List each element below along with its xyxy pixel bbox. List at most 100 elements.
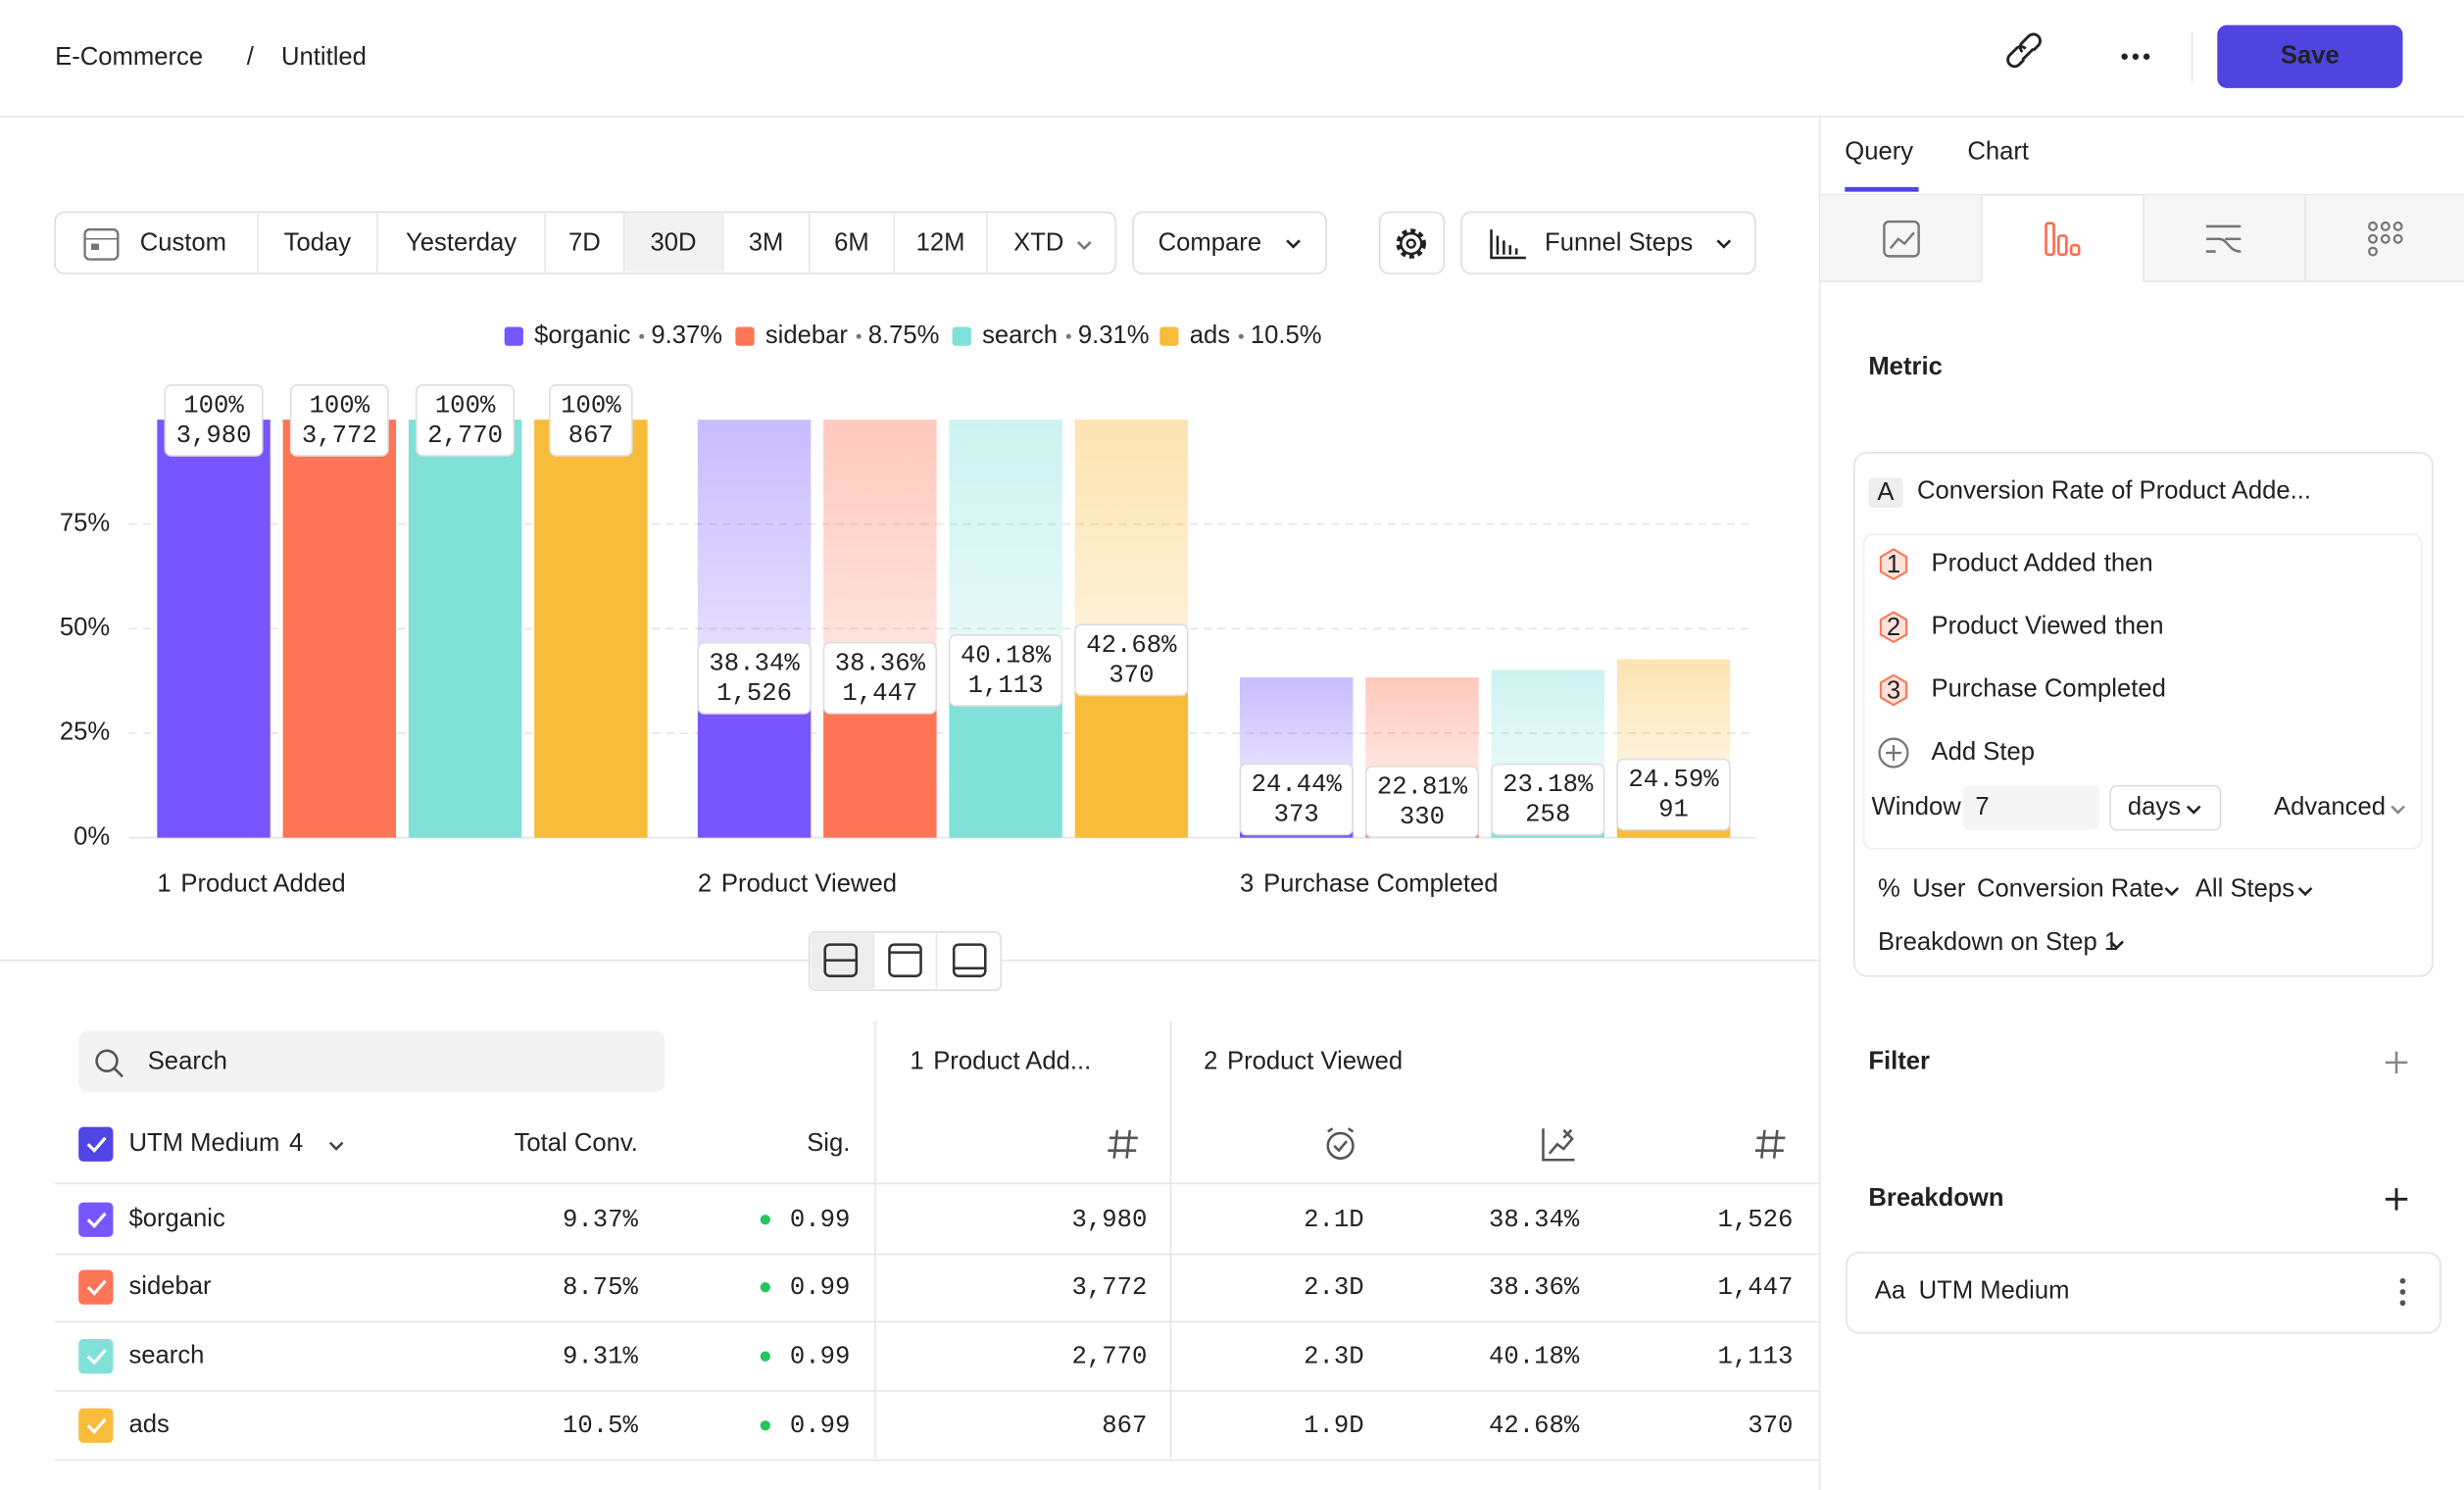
- count-label: 1,113: [968, 671, 1044, 700]
- advanced-toggle[interactable]: Advanced: [2274, 793, 2386, 820]
- window-unit: days: [2128, 793, 2181, 820]
- select-all-checkbox[interactable]: [78, 1127, 113, 1162]
- cell-conversion: 40.18%: [1489, 1342, 1580, 1370]
- count-label: 258: [1525, 801, 1570, 829]
- bar: [534, 420, 647, 837]
- row-checkbox[interactable]: [78, 1339, 113, 1373]
- row-label: sidebar: [128, 1272, 212, 1300]
- column-header: Product Viewed: [1227, 1048, 1403, 1075]
- count-label: 3,980: [176, 422, 252, 450]
- time-icon: [1328, 1128, 1354, 1150]
- cell-significance: 0.99: [790, 1273, 851, 1302]
- cell-time: 2.3D: [1304, 1273, 1364, 1302]
- view-tab[interactable]: [2144, 195, 2464, 281]
- time-icon: [1328, 1133, 1354, 1159]
- more-icon-dot[interactable]: [2133, 54, 2139, 60]
- more-icon-dot[interactable]: [2144, 54, 2149, 60]
- cell-conversion: 42.68%: [1489, 1412, 1580, 1440]
- step-badge-number: 2: [1887, 614, 1900, 641]
- kebab-icon-dot[interactable]: [2400, 1289, 2406, 1295]
- significance-dot: [761, 1420, 770, 1430]
- step-number: 1: [157, 869, 171, 897]
- cell-total-conversion: 8.75%: [563, 1273, 639, 1302]
- date-range-option[interactable]: Today: [284, 228, 352, 256]
- breadcrumb-item[interactable]: E-Commerce: [55, 43, 203, 71]
- row-label: search: [128, 1341, 204, 1368]
- date-range-option[interactable]: 30D: [650, 228, 696, 256]
- step-badge-number: 1: [1887, 551, 1900, 578]
- row-checkbox[interactable]: [78, 1203, 113, 1237]
- date-range-option[interactable]: Yesterday: [406, 228, 517, 256]
- add-breakdown-icon[interactable]: [2386, 1188, 2407, 1210]
- gear-icon: [1401, 233, 1421, 254]
- tab-active[interactable]: Query: [1845, 137, 1913, 165]
- conversion-icon: [1543, 1128, 1574, 1160]
- more-icon-dot[interactable]: [2121, 54, 2127, 60]
- row-label: $organic: [128, 1205, 225, 1232]
- step-name[interactable]: Product Viewed: [1931, 613, 2106, 640]
- link-icon[interactable]: [2008, 34, 2041, 67]
- cell-count: 3,772: [1071, 1273, 1147, 1302]
- add-step-label[interactable]: Add Step: [1931, 738, 2034, 766]
- legend-swatch: [505, 327, 523, 346]
- bar: [283, 420, 396, 837]
- row-checkbox[interactable]: [78, 1409, 113, 1443]
- measure-type[interactable]: Conversion Rate: [1977, 874, 2164, 902]
- cell-time: 2.3D: [1304, 1342, 1364, 1370]
- date-range-option[interactable]: 3M: [749, 228, 784, 256]
- value-label: 22.81%: [1377, 773, 1468, 802]
- compare-label: Compare: [1158, 228, 1261, 256]
- search-placeholder: Search: [148, 1048, 227, 1075]
- funnels-icon: [2071, 245, 2079, 255]
- cell-conversion: 38.36%: [1489, 1273, 1580, 1302]
- count-label: 91: [1658, 796, 1689, 824]
- legend-value: 10.5%: [1251, 322, 1322, 349]
- section-title: Metric: [1868, 353, 1943, 380]
- y-tick-label: 25%: [60, 719, 110, 746]
- date-range-option[interactable]: Custom: [140, 228, 226, 256]
- cell-total-conversion: 9.31%: [563, 1342, 639, 1370]
- step-suffix: then: [2104, 549, 2153, 576]
- date-range-option[interactable]: 12M: [916, 228, 965, 256]
- tab-underline: [1845, 187, 1918, 192]
- row-checkbox[interactable]: [78, 1270, 113, 1305]
- cell-time: 2.1D: [1304, 1206, 1364, 1234]
- legend-value: 9.31%: [1078, 322, 1150, 349]
- breakdown-step[interactable]: Breakdown on Step 1: [1878, 928, 2118, 956]
- date-range-option[interactable]: 7D: [568, 228, 601, 256]
- formula-letter: A: [1877, 478, 1895, 506]
- significance-dot: [761, 1352, 770, 1362]
- legend-value: 9.37%: [651, 322, 722, 349]
- breadcrumb-separator: /: [247, 43, 255, 71]
- y-tick-label: 0%: [74, 822, 110, 850]
- step-name[interactable]: Purchase Completed: [1931, 675, 2165, 703]
- breakdown-property: UTM Medium: [1919, 1277, 2070, 1305]
- kebab-icon-dot[interactable]: [2400, 1300, 2406, 1306]
- count-label: 373: [1274, 800, 1319, 828]
- significance-dot: [761, 1282, 770, 1292]
- legend-swatch: [953, 327, 971, 346]
- add-filter-icon[interactable]: [2386, 1052, 2407, 1073]
- breadcrumb-item: Untitled: [281, 43, 367, 71]
- legend-separator-dot: [1239, 334, 1244, 339]
- legend-swatch: [735, 327, 754, 346]
- formula-label[interactable]: Conversion Rate of Product Adde...: [1917, 477, 2311, 505]
- count-label: 370: [1109, 661, 1154, 689]
- cell-count: 1,113: [1717, 1342, 1793, 1370]
- calendar-icon-day: [91, 244, 99, 250]
- property-type-icon: Aa: [1875, 1277, 1906, 1305]
- funnels-icon: [2046, 224, 2054, 255]
- date-range-option[interactable]: XTD: [1013, 228, 1063, 256]
- measure-steps[interactable]: All Steps: [2195, 874, 2294, 902]
- column-header: Product Add...: [933, 1048, 1091, 1075]
- step-name[interactable]: Product Added: [1931, 549, 2095, 576]
- column-header: Total Conv.: [515, 1129, 638, 1157]
- cell-significance: 0.99: [790, 1206, 851, 1234]
- kebab-icon-dot[interactable]: [2400, 1278, 2406, 1284]
- view-tab[interactable]: [1821, 195, 1982, 281]
- date-range-option[interactable]: 6M: [834, 228, 869, 256]
- measure-unit[interactable]: User: [1912, 874, 1966, 902]
- tab[interactable]: Chart: [1967, 137, 2029, 165]
- count-label: 867: [568, 422, 614, 450]
